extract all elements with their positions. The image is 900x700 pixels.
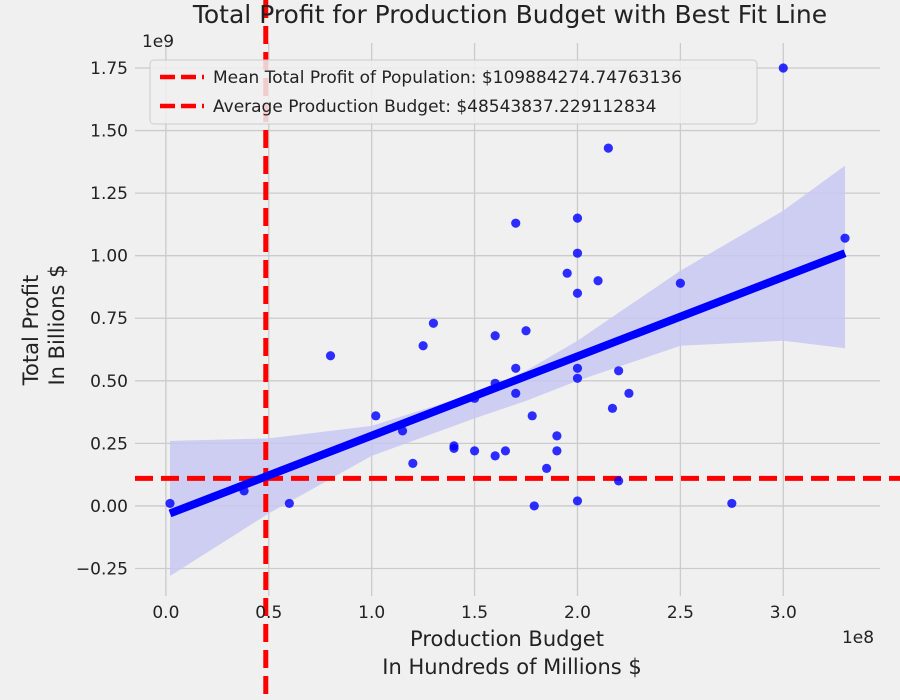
y-tick-labels: −0.25 0.00 0.25 0.50 0.75 1.00 1.25 1.50 1.75 [76, 59, 128, 579]
data-point-10 [449, 441, 459, 451]
y-tick-label-0: −0.25 [76, 559, 128, 579]
y-tick-label-4: 0.75 [90, 309, 128, 329]
data-point-42 [840, 233, 850, 243]
y-multiplier-label: 1e9 [142, 32, 174, 52]
x-tick-label-5: 2.5 [667, 603, 694, 623]
data-point-11 [469, 446, 480, 456]
confidence-band-layer [169, 165, 846, 576]
data-point-26 [562, 268, 572, 278]
chart-title: Total Profit for Production Budget with … [192, 0, 827, 29]
x-tick-labels: 0.0 0.5 1.0 1.5 2.0 2.5 3.0 [152, 603, 796, 623]
y-tick-label-8: 1.75 [90, 59, 128, 79]
data-point-41 [778, 63, 788, 73]
y-tick-label-7: 1.50 [90, 122, 128, 142]
data-point-25 [552, 446, 562, 456]
x-axis-label-line2: In Hundreds of Millions $ [382, 655, 641, 679]
x-multiplier-label: 1e8 [842, 628, 874, 648]
y-tick-label-1: 0.00 [90, 497, 128, 517]
data-point-35 [607, 403, 618, 413]
data-point-3 [325, 351, 336, 361]
data-point-17 [511, 218, 521, 228]
data-point-0 [165, 498, 175, 509]
data-point-38 [624, 388, 634, 398]
fit-line-layer [168, 249, 847, 518]
y-tick-label-6: 1.25 [90, 184, 128, 204]
y-axis-label-line1: Total Profit [19, 275, 43, 387]
confidence-band [169, 165, 846, 576]
x-tick-label-3: 1.5 [461, 603, 488, 623]
data-point-40 [727, 498, 737, 509]
y-tick-label-2: 0.25 [90, 434, 128, 454]
data-point-6 [408, 458, 418, 468]
legend-box [149, 59, 758, 125]
y-tick-label-5: 1.00 [90, 247, 128, 267]
data-point-13 [490, 451, 500, 461]
legend: Mean Total Profit of Population: $109884… [149, 59, 758, 125]
data-point-27 [572, 213, 583, 223]
data-point-36 [614, 366, 624, 376]
data-point-34 [603, 143, 613, 153]
x-tick-label-0: 0.0 [152, 603, 179, 623]
x-axis-label-line1: Production Budget [410, 627, 604, 651]
data-point-2 [284, 498, 294, 509]
legend-entry-mean-profit: Mean Total Profit of Population: $109884… [213, 68, 682, 88]
data-point-24 [552, 431, 562, 441]
x-tick-label-6: 3.0 [770, 603, 797, 623]
x-tick-label-2: 1.0 [358, 603, 385, 623]
y-axis-label-line2: In Billions $ [45, 264, 69, 385]
data-point-22 [529, 501, 539, 511]
data-point-19 [511, 363, 521, 373]
legend-entry-average-budget: Average Production Budget: $48543837.229… [213, 97, 656, 117]
data-point-28 [572, 248, 583, 258]
data-point-32 [572, 496, 583, 506]
data-point-37 [614, 476, 624, 486]
data-point-23 [542, 463, 552, 473]
data-point-15 [490, 331, 500, 341]
data-point-7 [418, 341, 428, 351]
data-point-33 [593, 276, 603, 286]
data-point-18 [511, 388, 521, 398]
y-tick-label-3: 0.50 [90, 372, 128, 392]
data-point-8 [428, 318, 439, 328]
data-point-16 [500, 446, 511, 456]
best-fit-line [168, 249, 847, 518]
data-point-30 [572, 363, 583, 373]
data-point-4 [371, 411, 381, 421]
x-tick-label-1: 0.5 [255, 603, 282, 623]
data-point-29 [572, 288, 583, 298]
data-point-20 [521, 326, 531, 336]
data-point-39 [675, 278, 685, 288]
data-point-31 [572, 373, 583, 383]
data-point-21 [527, 411, 537, 421]
x-tick-label-4: 2.0 [564, 603, 591, 623]
